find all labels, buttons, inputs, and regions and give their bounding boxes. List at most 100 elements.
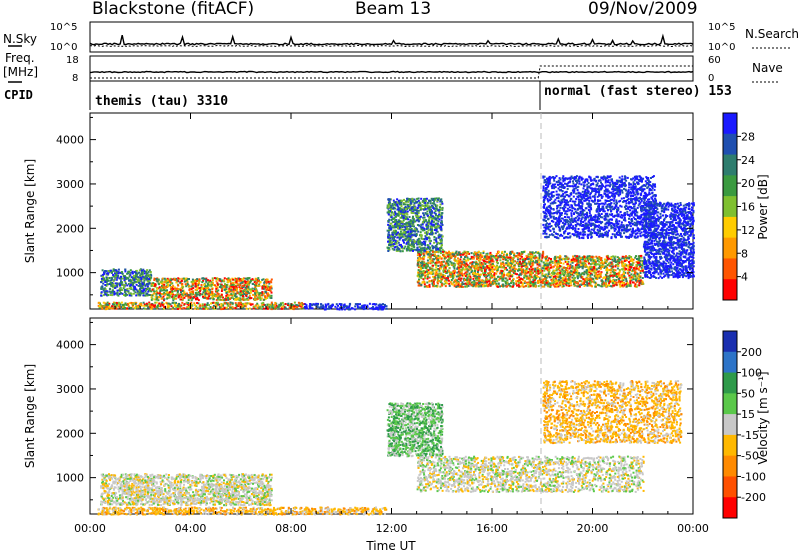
power-cell (124, 294, 127, 297)
power-cell (137, 294, 140, 297)
power-cell (485, 278, 488, 281)
power-cell (104, 290, 107, 292)
power-cell (363, 306, 365, 309)
power-cell (270, 278, 273, 281)
power-cell (201, 293, 204, 296)
power-cell (427, 256, 430, 259)
power-cell (111, 294, 114, 297)
power-cell (418, 206, 421, 209)
power-cell (473, 274, 476, 277)
power-cell (149, 271, 152, 273)
power-cell (465, 262, 468, 265)
power-cell (409, 232, 412, 235)
power-cell (422, 219, 425, 222)
power-cell (431, 244, 434, 247)
power-cell (176, 308, 179, 310)
power-cell (162, 295, 165, 298)
power-cell (259, 292, 262, 294)
power-cell (137, 276, 140, 279)
power-cell (266, 303, 269, 306)
power-cell (473, 272, 475, 275)
power-cell (198, 278, 201, 281)
power-cell (394, 201, 397, 204)
power-cell (117, 301, 120, 304)
power-cell (124, 270, 127, 273)
power-cell (518, 263, 521, 266)
power-cell (212, 293, 215, 295)
power-cell (146, 277, 149, 279)
power-cell (392, 221, 395, 223)
power-cell (210, 293, 213, 296)
power-cell (221, 279, 224, 282)
power-cell (537, 285, 540, 288)
power-cell (101, 269, 104, 272)
power-cell (139, 291, 142, 294)
power-cell (428, 209, 431, 212)
power-cell (531, 271, 534, 274)
power-cell (164, 287, 167, 290)
power-cell (211, 290, 213, 293)
power-cell (432, 223, 435, 226)
power-cell (122, 283, 125, 286)
power-cell (193, 296, 196, 299)
power-cell (490, 281, 492, 284)
power-cell (604, 258, 606, 261)
power-cell (181, 301, 184, 304)
power-cell (426, 281, 429, 284)
power-cell (140, 286, 143, 289)
power-cell (491, 262, 494, 265)
power-cell (258, 284, 261, 287)
power-cell (442, 254, 445, 257)
power-cell (503, 268, 506, 271)
power-cell (442, 269, 445, 272)
power-cell (111, 277, 113, 280)
power-cell (231, 302, 234, 305)
power-cell (448, 257, 451, 260)
power-cell (409, 209, 412, 212)
power-cell (252, 293, 255, 296)
power-cell (421, 281, 424, 284)
power-cell (123, 293, 125, 296)
power-cell (423, 246, 426, 249)
power-cell (229, 290, 232, 293)
power-cell (421, 204, 424, 207)
power-cell (424, 244, 427, 247)
power-cell (224, 290, 227, 293)
power-cell (141, 269, 144, 272)
power-cell (469, 278, 472, 281)
power-cell (387, 204, 390, 207)
power-cell (108, 283, 111, 285)
power-cell (482, 259, 485, 262)
power-cell (435, 217, 438, 220)
power-cell (103, 277, 106, 280)
power-cell (423, 249, 426, 252)
power-cell (505, 285, 508, 288)
power-cell (161, 283, 164, 286)
power-cell (102, 282, 105, 285)
power-cell (500, 277, 503, 280)
power-cell (245, 292, 248, 295)
power-cell (409, 230, 412, 233)
power-cell (396, 208, 399, 211)
power-cell (435, 284, 438, 287)
power-cell (442, 273, 445, 276)
power-cell (169, 281, 172, 284)
power-cell (340, 304, 343, 307)
power-cell (428, 276, 431, 279)
power-cell (116, 270, 118, 273)
power-cell (211, 277, 214, 280)
power-cell (146, 288, 149, 290)
power-cell (232, 286, 235, 289)
power-cell (513, 260, 515, 263)
power-cell (521, 284, 524, 287)
power-cell (135, 288, 138, 291)
power-cell (465, 285, 468, 288)
power-cell (223, 306, 226, 309)
power-cell (212, 298, 215, 301)
power-cell (153, 279, 156, 281)
power-cell (309, 303, 312, 305)
power-cell (229, 278, 232, 281)
power-cell (425, 237, 428, 240)
power-cell (616, 260, 619, 263)
power-cell (132, 288, 135, 291)
